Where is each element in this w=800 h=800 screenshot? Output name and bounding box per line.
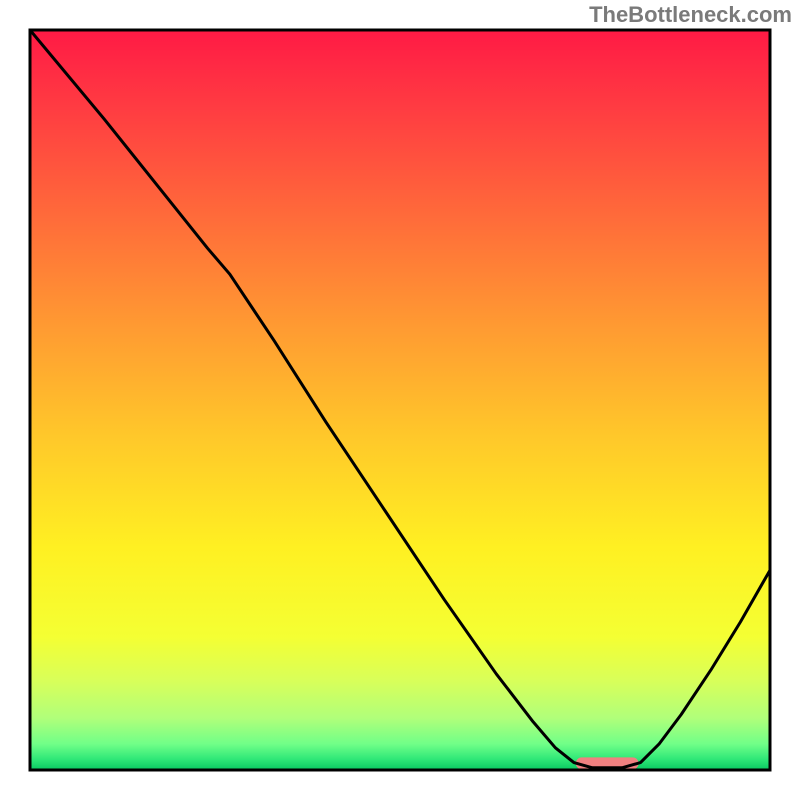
watermark-text: TheBottleneck.com [589, 2, 792, 28]
chart-svg [0, 0, 800, 800]
chart-container: TheBottleneck.com [0, 0, 800, 800]
gradient-background [30, 30, 770, 770]
